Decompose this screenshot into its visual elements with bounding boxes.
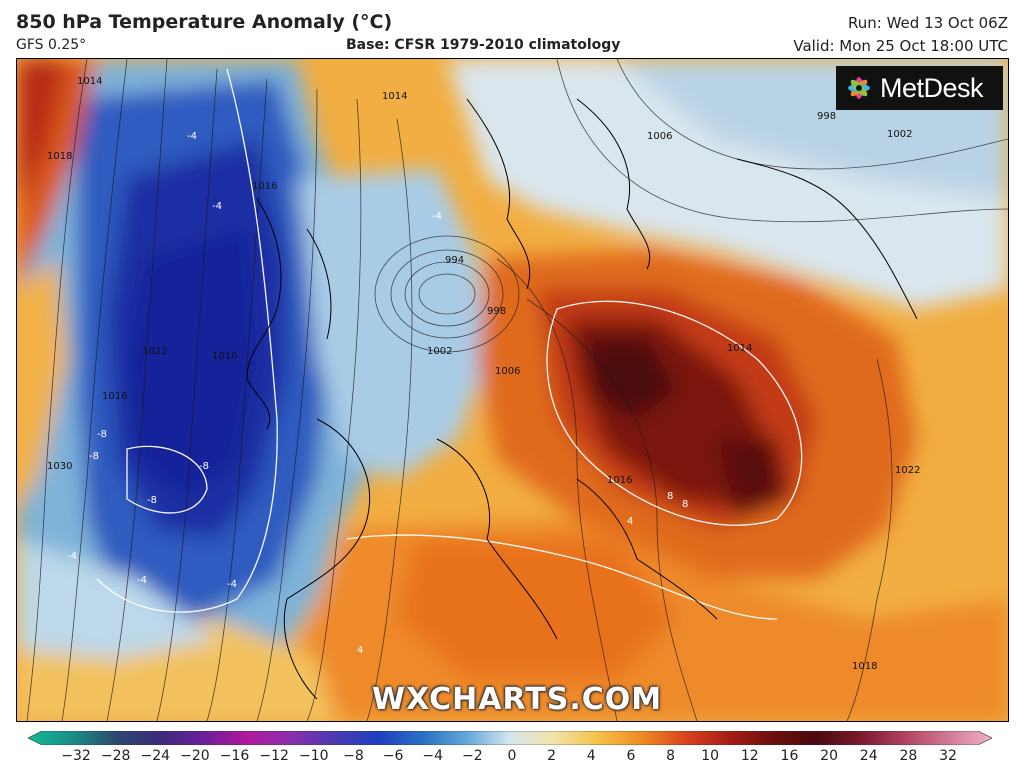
isobar-label: 1014 [77,76,102,87]
isobar-label: 994 [445,255,464,266]
isobar-label: 1022 [895,465,920,476]
colorbar-tick-label: 12 [740,748,759,764]
colorbar [28,731,992,745]
map-title: 850 hPa Temperature Anomaly (°C) [16,11,393,33]
isobar-label: 1006 [647,131,672,142]
colorbar-tick-label: −32 [61,748,91,764]
isobar-label: 1016 [607,475,632,486]
colorbar-tick-label: 6 [626,748,636,764]
isobar-label: 1002 [427,346,452,357]
isobar-label: 1018 [47,151,72,162]
anomaly-label: -4 [212,201,222,212]
colorbar-tick-label: 20 [820,748,838,764]
isobar-label: 998 [487,306,506,317]
anomaly-label: -4 [227,579,237,590]
isobar-label: 1014 [382,91,407,102]
anomaly-label: -4 [187,131,197,142]
colorbar-tick-label: −20 [180,748,210,764]
base-climatology-label: Base: CFSR 1979-2010 climatology [346,37,621,53]
colorbar-tick-label: −12 [259,748,289,764]
anomaly-label: -4 [137,575,147,586]
colorbar-tick-label: −28 [100,748,131,764]
wxcharts-watermark: WXCHARTS.COM [372,682,663,717]
metdesk-logo: MetDesk [836,66,1003,110]
anomaly-label: -4 [432,211,442,222]
isobar-lines [26,59,1008,721]
colorbar-tick-label: 0 [507,748,517,764]
isobar-label: 1018 [852,661,877,672]
colorbar-tick-label: 10 [701,748,720,764]
isobar-label: 1016 [102,391,127,402]
anomaly-label: -8 [199,461,209,472]
anomaly-label: 8 [667,491,673,502]
colorbar-tick-label: 32 [939,748,957,764]
colorbar-tick-label: 28 [899,748,918,764]
anomaly-label: 4 [627,516,633,527]
metdesk-flower-icon [848,77,870,99]
isobar-label: 1006 [495,366,520,377]
map-canvas: 1014 1018 1016 1022 1030 1010 1016 1014 … [17,59,1008,721]
colorbar-ticks: −32 −28 −24 −20 −16 −12 −10 −8 −6 −4 −2 0 2 4 6 8 10 12 16… [28,748,992,772]
colorbar-tick-label: −8 [343,748,364,764]
colorbar-tick-label: 2 [547,748,557,764]
model-label: GFS 0.25° [16,37,87,53]
colorbar-tick-label: −2 [462,748,483,764]
colorbar-tick-label: 8 [666,748,675,764]
anomaly-label: 8 [682,499,688,510]
anomaly-label: -8 [89,451,99,462]
colorbar-tick-label: 4 [586,748,596,764]
colorbar-tick-label: 16 [780,748,799,764]
run-time-label: Run: Wed 13 Oct 06Z [848,14,1008,32]
valid-time-label: Valid: Mon 25 Oct 18:00 UTC [793,37,1008,55]
colorbar-tick-label: −24 [140,748,171,764]
anomaly-contours [96,68,803,620]
isobar-label: 1022 [142,346,167,357]
anomaly-map: 1014 1018 1016 1022 1030 1010 1016 1014 … [16,58,1009,722]
isobar-label: 1016 [252,181,277,192]
anomaly-label: 4 [357,645,363,656]
isobar-label: 998 [817,111,836,122]
anomaly-label: -8 [97,429,107,440]
colorbar-tick-label: −4 [422,748,444,764]
isobar-label: 1014 [727,343,752,354]
anomaly-label: -4 [67,551,77,562]
anomaly-labels: -4 -4 -4 -8 -8 -8 -8 -4 -4 -4 4 4 8 8 [67,131,688,656]
metdesk-logo-text: MetDesk [880,72,984,103]
colorbar-gradient [28,731,992,745]
isobar-labels: 1014 1018 1016 1022 1030 1010 1016 1014 … [47,76,920,672]
isobar-label: 1030 [47,461,72,472]
colorbar-tick-label: −16 [219,748,250,764]
coastlines [246,98,918,700]
colorbar-tick-label: 24 [859,748,878,764]
colorbar-tick-label: −6 [382,748,404,764]
anomaly-label: -8 [147,495,157,506]
colorbar-tick-label: −10 [299,748,329,764]
isobar-label: 1002 [887,129,912,140]
isobar-label: 1010 [212,351,237,362]
